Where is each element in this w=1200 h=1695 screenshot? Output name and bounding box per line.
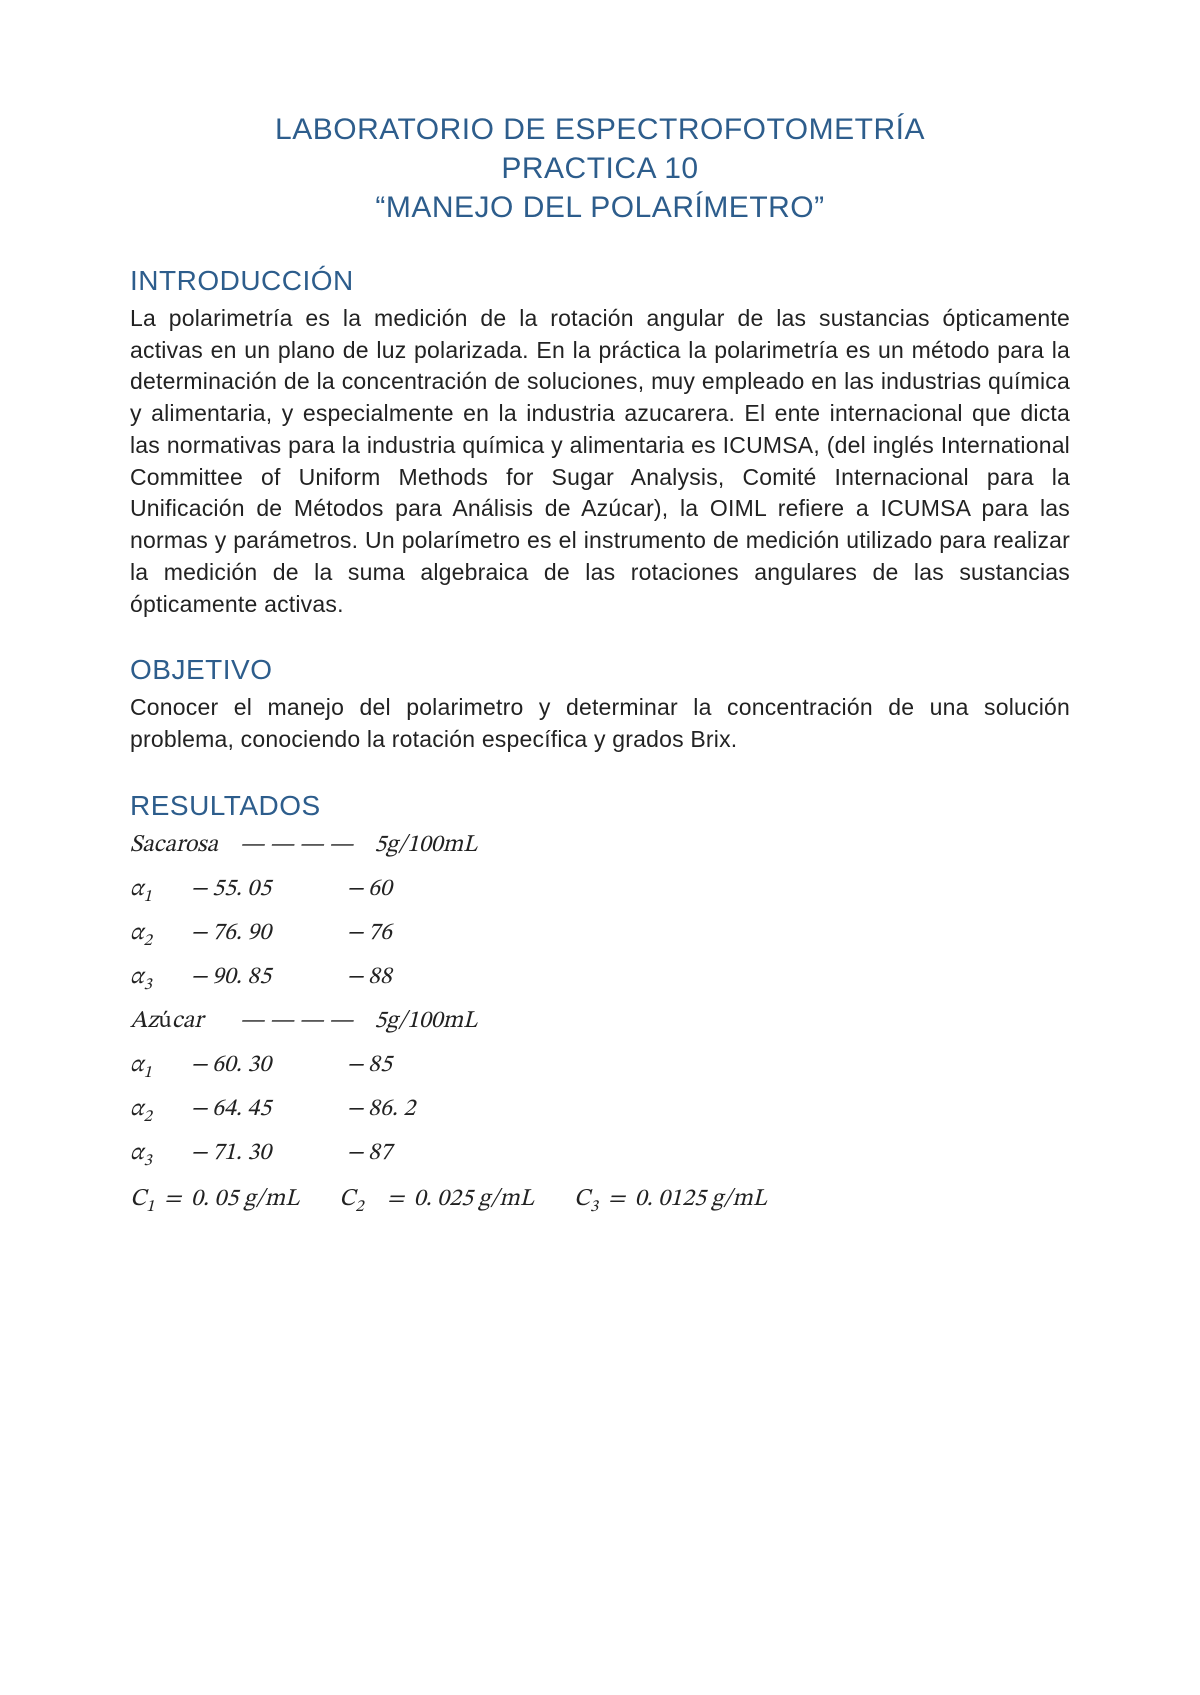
azucar-concentration: 5g/100mL	[374, 1006, 477, 1036]
c-sub: 3	[590, 1198, 598, 1215]
azucar-label: Azúcar	[130, 1006, 240, 1036]
minus-sign: −	[186, 918, 212, 948]
alpha-value-1: 71. 30	[212, 1138, 342, 1168]
sacarosa-label: Sacarosa	[130, 830, 240, 860]
dash-seq: — — — —	[240, 1006, 353, 1036]
equals-sign: =	[387, 1187, 404, 1211]
alpha-value-2: 76	[368, 918, 488, 948]
alpha-value-2: 87	[368, 1138, 488, 1168]
heading-introduccion: INTRODUCCIÓN	[130, 265, 1070, 297]
c-value: 0. 05 g/mL	[191, 1187, 299, 1211]
azucar-alpha-1: α1 − 60. 30 − 85	[130, 1050, 1070, 1086]
alpha-sub: 2	[143, 930, 151, 951]
title-line-1: LABORATORIO DE ESPECTROFOTOMETRÍA	[130, 110, 1070, 149]
body-objetivo: Conocer el manejo del polarimetro y dete…	[130, 692, 1070, 755]
alpha-symbol: α	[130, 962, 143, 992]
minus-sign: −	[186, 1094, 212, 1124]
c-sub: 1	[146, 1198, 154, 1215]
equals-sign: =	[608, 1187, 625, 1211]
alpha-value-1: 90. 85	[212, 962, 342, 992]
minus-sign: −	[186, 1050, 212, 1080]
alpha-symbol: α	[130, 874, 143, 904]
alpha-value-2: 86. 2	[368, 1094, 488, 1124]
alpha-sub: 2	[143, 1106, 151, 1127]
title-line-3: “MANEJO DEL POLARÍMETRO”	[130, 188, 1070, 227]
minus-sign: −	[342, 874, 368, 904]
alpha-value-2: 60	[368, 874, 488, 904]
c-symbol: C	[574, 1187, 590, 1211]
c-values-row: C1 = 0. 05 g/mL C2 = 0. 025 g/mL C3 = 0.…	[130, 1184, 1070, 1214]
c1-cell: C1 = 0. 05 g/mL	[130, 1184, 299, 1214]
alpha-symbol: α	[130, 1138, 143, 1168]
minus-sign: −	[342, 962, 368, 992]
c-symbol: C	[339, 1187, 355, 1211]
minus-sign: −	[186, 962, 212, 992]
minus-sign: −	[342, 1138, 368, 1168]
alpha-symbol: α	[130, 1094, 143, 1124]
minus-sign: −	[186, 874, 212, 904]
sacarosa-alpha-2: α2 − 76. 90 − 76	[130, 918, 1070, 954]
alpha-symbol: α	[130, 1050, 143, 1080]
minus-sign: −	[186, 1138, 212, 1168]
azucar-alpha-2: α2 − 64. 45 − 86. 2	[130, 1094, 1070, 1130]
minus-sign: −	[342, 918, 368, 948]
heading-objetivo: OBJETIVO	[130, 654, 1070, 686]
alpha-value-1: 64. 45	[212, 1094, 342, 1124]
alpha-value-1: 55. 05	[212, 874, 342, 904]
title-line-2: PRACTICA 10	[130, 149, 1070, 188]
c-symbol: C	[130, 1187, 146, 1211]
document-title-block: LABORATORIO DE ESPECTROFOTOMETRÍA PRACTI…	[130, 110, 1070, 227]
alpha-sub: 1	[143, 886, 151, 907]
alpha-value-1: 76. 90	[212, 918, 342, 948]
alpha-sub: 3	[143, 974, 151, 995]
alpha-symbol: α	[130, 918, 143, 948]
c2-cell: C2 = 0. 025 g/mL	[339, 1184, 534, 1214]
alpha-sub: 1	[143, 1062, 151, 1083]
heading-resultados: RESULTADOS	[130, 790, 1070, 822]
c-sub: 2	[355, 1198, 363, 1215]
results-block: Sacarosa — — — — 5g/100mL α1 − 55. 05 − …	[130, 830, 1070, 1214]
sacarosa-header: Sacarosa — — — — 5g/100mL	[130, 830, 1070, 866]
alpha-value-2: 88	[368, 962, 488, 992]
minus-sign: −	[342, 1050, 368, 1080]
dash-seq: — — — —	[240, 830, 353, 860]
sacarosa-concentration: 5g/100mL	[374, 830, 477, 860]
sacarosa-alpha-3: α3 − 90. 85 − 88	[130, 962, 1070, 998]
c-value: 0. 025 g/mL	[414, 1187, 534, 1211]
body-introduccion: La polarimetría es la medición de la rot…	[130, 303, 1070, 620]
sacarosa-alpha-1: α1 − 55. 05 − 60	[130, 874, 1070, 910]
c-value: 0. 0125 g/mL	[635, 1187, 767, 1211]
equals-sign: =	[164, 1187, 181, 1211]
c3-cell: C3 = 0. 0125 g/mL	[574, 1184, 767, 1214]
alpha-sub: 3	[143, 1150, 151, 1171]
azucar-alpha-3: α3 − 71. 30 − 87	[130, 1138, 1070, 1174]
azucar-header: Azúcar — — — — 5g/100mL	[130, 1006, 1070, 1042]
minus-sign: −	[342, 1094, 368, 1124]
alpha-value-2: 85	[368, 1050, 488, 1080]
alpha-value-1: 60. 30	[212, 1050, 342, 1080]
